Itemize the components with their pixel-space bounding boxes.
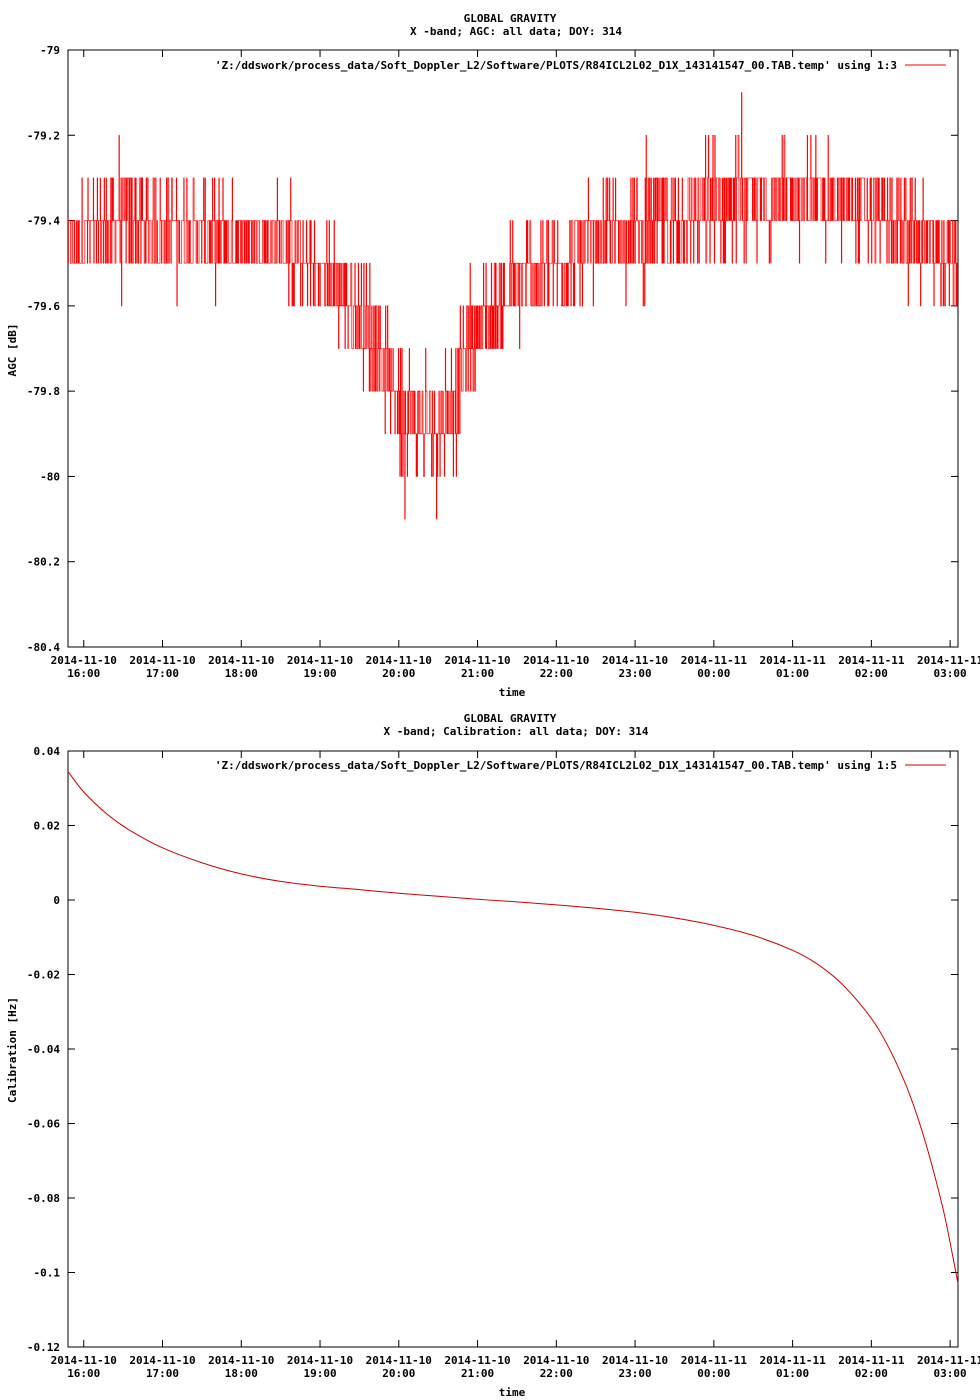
calibration-xtick-date: 2014-11-10 xyxy=(366,1354,432,1367)
agc-ytick-label: -79.8 xyxy=(27,385,60,398)
agc-series-line xyxy=(68,92,958,520)
agc-xtick-date: 2014-11-11 xyxy=(759,654,826,667)
agc-ytick-label: -79.4 xyxy=(27,215,60,228)
calibration-chart: GLOBAL GRAVITY X -band; Calibration: all… xyxy=(6,712,980,1399)
agc-xtick-date: 2014-11-10 xyxy=(523,654,589,667)
calibration-xtick-time: 17:00 xyxy=(146,1367,179,1380)
calibration-xtick-date: 2014-11-10 xyxy=(523,1354,589,1367)
agc-xtick-time: 16:00 xyxy=(67,667,100,680)
calibration-xtick-date: 2014-11-11 xyxy=(838,1354,905,1367)
calibration-chart-ylabel: Calibration [Hz] xyxy=(6,997,19,1103)
calibration-series-line xyxy=(67,771,959,1284)
calibration-ytick-label: 0 xyxy=(53,894,60,907)
calibration-plot-frame xyxy=(67,750,959,1348)
calibration-xtick-time: 18:00 xyxy=(225,1367,258,1380)
agc-xtick-date: 2014-11-10 xyxy=(602,654,668,667)
calibration-ytick-label: 0.04 xyxy=(34,745,61,758)
agc-chart-title: GLOBAL GRAVITY xyxy=(464,12,557,25)
agc-xtick-time: 18:00 xyxy=(225,667,258,680)
calibration-xtick-date: 2014-11-11 xyxy=(681,1354,748,1367)
calibration-xtick-date: 2014-11-10 xyxy=(444,1354,510,1367)
calibration-chart-legend-text: 'Z:/ddswork/process_data/Soft_Doppler_L2… xyxy=(215,759,897,772)
agc-xtick-time: 22:00 xyxy=(540,667,573,680)
calibration-ytick-label: -0.06 xyxy=(27,1118,60,1131)
calibration-xtick-time: 16:00 xyxy=(67,1367,100,1380)
calibration-chart-title: GLOBAL GRAVITY xyxy=(464,712,557,725)
calibration-xtick-time: 19:00 xyxy=(303,1367,336,1380)
agc-xtick-date: 2014-11-11 xyxy=(917,654,980,667)
calibration-xtick-date: 2014-11-11 xyxy=(759,1354,826,1367)
agc-ytick-label: -79.2 xyxy=(27,129,60,142)
agc-xtick-time: 21:00 xyxy=(461,667,494,680)
calibration-xtick-time: 20:00 xyxy=(382,1367,415,1380)
agc-xtick-date: 2014-11-10 xyxy=(444,654,510,667)
calibration-xtick-time: 22:00 xyxy=(540,1367,573,1380)
agc-chart-subtitle: X -band; AGC: all data; DOY: 314 xyxy=(410,25,622,38)
agc-ytick-label: -79 xyxy=(40,44,60,57)
agc-xtick-date: 2014-11-11 xyxy=(838,654,905,667)
calibration-ytick-label: -0.04 xyxy=(27,1043,60,1056)
calibration-xtick-time: 00:00 xyxy=(697,1367,730,1380)
agc-xtick-date: 2014-11-10 xyxy=(51,654,117,667)
agc-xtick-date: 2014-11-10 xyxy=(129,654,195,667)
calibration-ytick-label: -0.1 xyxy=(34,1267,61,1280)
calibration-xtick-time: 01:00 xyxy=(776,1367,809,1380)
agc-ytick-label: -80.4 xyxy=(27,641,60,654)
calibration-xtick-date: 2014-11-10 xyxy=(602,1354,668,1367)
calibration-xtick-time: 02:00 xyxy=(855,1367,888,1380)
agc-xtick-time: 17:00 xyxy=(146,667,179,680)
calibration-ytick-label: -0.12 xyxy=(27,1341,60,1354)
calibration-xtick-date: 2014-11-10 xyxy=(129,1354,195,1367)
agc-ytick-label: -80 xyxy=(40,470,60,483)
calibration-xtick-date: 2014-11-10 xyxy=(287,1354,353,1367)
agc-xtick-time: 02:00 xyxy=(855,667,888,680)
calibration-chart-xlabel: time xyxy=(499,1386,526,1399)
agc-xtick-time: 19:00 xyxy=(303,667,336,680)
agc-ytick-label: -79.6 xyxy=(27,300,60,313)
calibration-ytick-label: -0.02 xyxy=(27,969,60,982)
agc-chart-legend-text: 'Z:/ddswork/process_data/Soft_Doppler_L2… xyxy=(215,59,897,72)
agc-chart-ylabel: AGC [dB] xyxy=(6,324,19,377)
agc-xtick-time: 20:00 xyxy=(382,667,415,680)
agc-chart: GLOBAL GRAVITY X -band; AGC: all data; D… xyxy=(6,12,980,699)
calibration-xtick-time: 03:00 xyxy=(934,1367,967,1380)
agc-xtick-date: 2014-11-10 xyxy=(287,654,353,667)
agc-xtick-date: 2014-11-11 xyxy=(681,654,748,667)
calibration-ytick-label: -0.08 xyxy=(27,1192,60,1205)
calibration-xtick-date: 2014-11-10 xyxy=(208,1354,274,1367)
calibration-ytick-label: 0.02 xyxy=(34,820,61,833)
agc-xtick-date: 2014-11-10 xyxy=(208,654,274,667)
agc-ytick-label: -80.2 xyxy=(27,556,60,569)
agc-xtick-time: 00:00 xyxy=(697,667,730,680)
agc-xtick-date: 2014-11-10 xyxy=(366,654,432,667)
calibration-xtick-time: 23:00 xyxy=(619,1367,652,1380)
calibration-xtick-date: 2014-11-11 xyxy=(917,1354,980,1367)
agc-chart-xlabel: time xyxy=(499,686,526,699)
agc-xtick-time: 03:00 xyxy=(934,667,967,680)
calibration-xtick-time: 21:00 xyxy=(461,1367,494,1380)
calibration-xtick-date: 2014-11-10 xyxy=(51,1354,117,1367)
agc-xtick-time: 23:00 xyxy=(619,667,652,680)
calibration-chart-subtitle: X -band; Calibration: all data; DOY: 314 xyxy=(384,725,649,738)
agc-xtick-time: 01:00 xyxy=(776,667,809,680)
agc-plot-frame xyxy=(67,49,959,648)
